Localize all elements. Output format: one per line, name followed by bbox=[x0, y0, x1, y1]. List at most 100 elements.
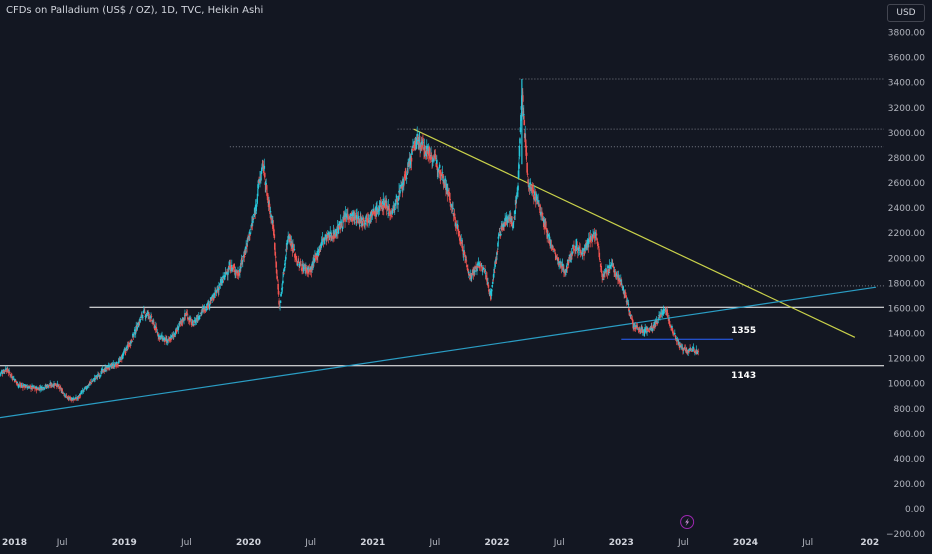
candle-body bbox=[118, 358, 121, 361]
candle-body bbox=[25, 384, 28, 386]
candle-body bbox=[692, 349, 694, 351]
candle-body bbox=[176, 330, 178, 332]
candle-body bbox=[609, 268, 611, 270]
candle-body bbox=[225, 272, 228, 274]
candle-body bbox=[302, 269, 305, 271]
candle-body bbox=[237, 271, 239, 273]
candle-body bbox=[657, 321, 659, 323]
candle-body bbox=[405, 177, 408, 179]
candle-body bbox=[634, 326, 637, 330]
candle-body bbox=[183, 319, 186, 321]
candle-body bbox=[433, 159, 435, 162]
candle-body bbox=[3, 371, 5, 373]
candle-body bbox=[460, 241, 463, 244]
candle-body bbox=[638, 328, 641, 330]
candle-body bbox=[293, 248, 296, 250]
lightning-badge[interactable] bbox=[680, 515, 695, 529]
candle-body bbox=[372, 209, 375, 212]
candle-body bbox=[152, 320, 155, 322]
candle-body bbox=[154, 326, 156, 329]
candle-body bbox=[628, 310, 631, 312]
candle-body bbox=[340, 223, 343, 227]
candle-body bbox=[542, 218, 545, 221]
candle-body bbox=[558, 261, 560, 264]
candle-body bbox=[23, 384, 26, 386]
candle-body bbox=[427, 149, 430, 153]
candle-body bbox=[459, 240, 462, 242]
time-tick-label: 202 bbox=[860, 538, 879, 548]
candle-body bbox=[641, 327, 643, 329]
candle-body bbox=[263, 165, 266, 169]
candle-body bbox=[522, 95, 524, 102]
price-tick-label: 1000.00 bbox=[888, 380, 925, 390]
candle-body bbox=[531, 185, 534, 188]
candle-body bbox=[564, 272, 566, 274]
candle-body bbox=[247, 237, 249, 239]
candle-body bbox=[318, 249, 321, 251]
candle-body bbox=[130, 340, 132, 344]
candle-body bbox=[469, 274, 472, 277]
candle-body bbox=[641, 330, 644, 332]
candle-body bbox=[68, 398, 70, 400]
candle-body bbox=[38, 387, 40, 390]
candle-body bbox=[206, 309, 208, 310]
candle-body bbox=[673, 333, 676, 335]
candle-body bbox=[25, 385, 27, 387]
candle-body bbox=[580, 253, 582, 255]
candle-body bbox=[324, 236, 327, 238]
candle-body bbox=[490, 291, 493, 296]
candle-body bbox=[103, 370, 106, 372]
candle-body bbox=[422, 141, 425, 143]
candle-body bbox=[614, 274, 617, 277]
candle-body bbox=[621, 289, 624, 291]
candle-body bbox=[19, 384, 21, 386]
time-tick-label: Jul bbox=[428, 538, 440, 548]
candle-body bbox=[597, 243, 600, 245]
candle-body bbox=[44, 387, 46, 389]
candle-body bbox=[86, 387, 89, 389]
candle-body bbox=[359, 218, 362, 223]
candle-body bbox=[69, 399, 72, 401]
candle-body bbox=[88, 383, 91, 385]
candle-body bbox=[114, 365, 117, 367]
trendline-ascending[interactable] bbox=[0, 286, 877, 419]
candle-body bbox=[547, 234, 550, 237]
candle-body bbox=[643, 328, 646, 333]
candle-body bbox=[581, 251, 583, 253]
candle-body bbox=[447, 190, 450, 191]
level-lines bbox=[0, 78, 884, 367]
candle-body bbox=[79, 393, 81, 396]
candle-body bbox=[629, 312, 631, 315]
time-tick-label: 2018 bbox=[2, 538, 27, 548]
candle-body bbox=[341, 227, 344, 229]
candle-body bbox=[47, 386, 50, 388]
currency-button[interactable]: USD bbox=[887, 4, 925, 22]
candle-body bbox=[578, 246, 581, 248]
candle-body bbox=[501, 225, 504, 227]
candle-body bbox=[306, 268, 308, 270]
candle-body bbox=[676, 338, 679, 340]
price-tick-label: 3800.00 bbox=[888, 29, 925, 39]
candle-body bbox=[21, 385, 23, 386]
candle-body bbox=[397, 195, 400, 201]
candle-body bbox=[340, 225, 343, 227]
candle-body bbox=[665, 311, 667, 313]
candle-body bbox=[60, 390, 63, 392]
candle-body bbox=[27, 387, 30, 389]
candle-body bbox=[590, 238, 593, 241]
candle-body bbox=[259, 177, 262, 178]
candle-body bbox=[223, 277, 226, 279]
candle-body bbox=[650, 329, 652, 331]
trendline-descending[interactable] bbox=[413, 128, 856, 338]
candle-body bbox=[389, 215, 392, 216]
candle-body bbox=[292, 248, 295, 251]
candle-body bbox=[143, 310, 145, 312]
candle-body bbox=[584, 251, 586, 253]
candle-body bbox=[58, 386, 61, 388]
candle-body bbox=[58, 388, 61, 390]
candle-body bbox=[136, 329, 138, 331]
candle-body bbox=[354, 216, 357, 218]
candle-body bbox=[17, 385, 19, 387]
